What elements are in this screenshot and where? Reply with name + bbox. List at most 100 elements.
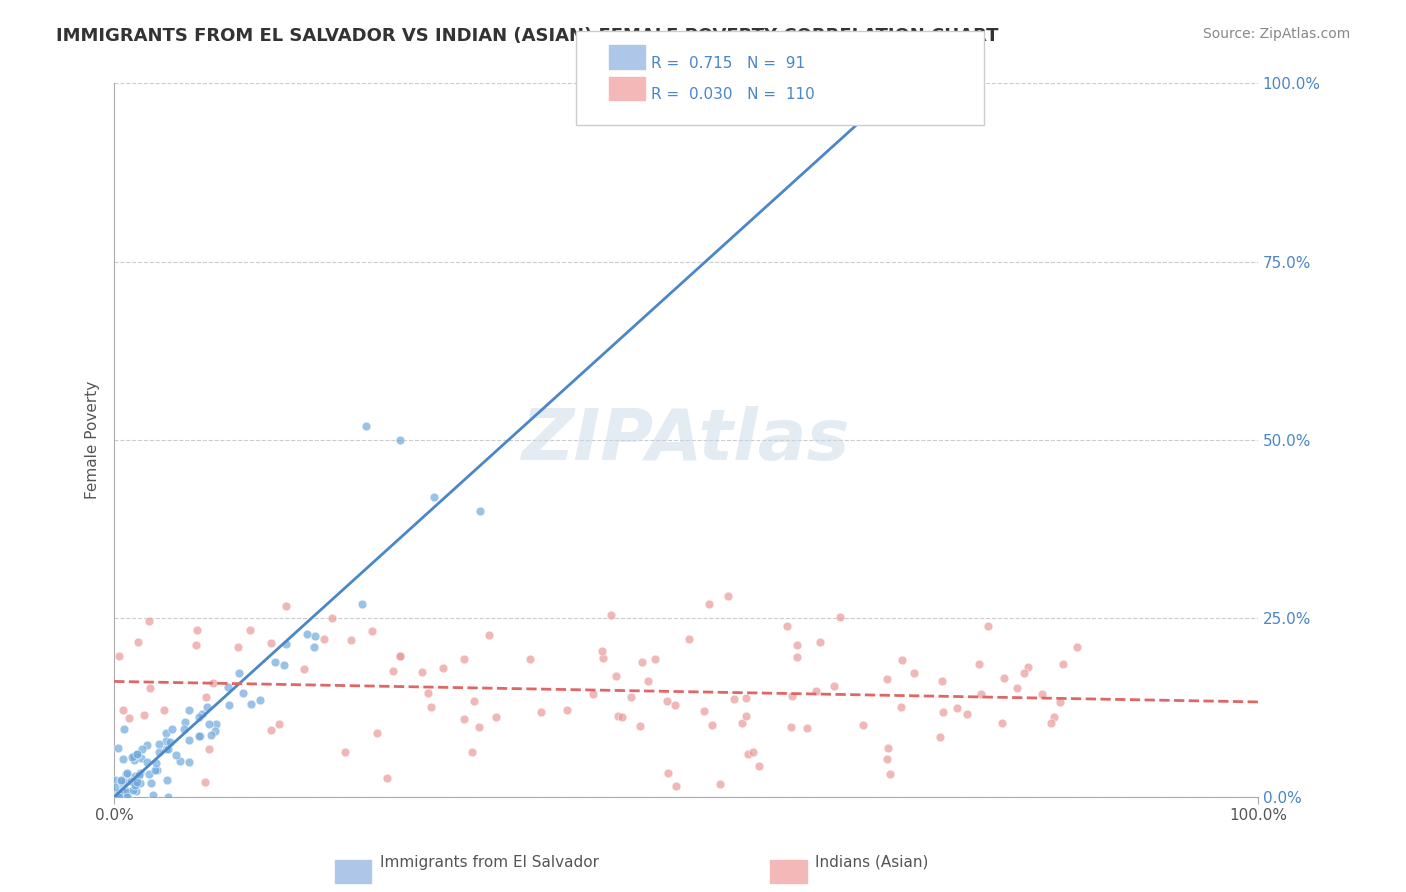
Point [194, 690, 217, 705]
Point [200, 728, 222, 742]
Point [107, 786, 129, 800]
Text: R =  0.030   N =  110: R = 0.030 N = 110 [651, 87, 814, 103]
Point [124, 777, 146, 791]
Point [333, 745, 356, 759]
Point [112, 789, 135, 804]
Point [956, 707, 979, 722]
Point [419, 700, 441, 714]
Point [131, 742, 153, 756]
Point [1012, 666, 1035, 681]
Point [128, 768, 150, 782]
Point [117, 789, 139, 804]
Text: IMMIGRANTS FROM EL SALVADOR VS INDIAN (ASIAN) FEMALE POVERTY CORRELATION CHART: IMMIGRANTS FROM EL SALVADOR VS INDIAN (A… [56, 27, 998, 45]
Point [742, 745, 765, 759]
Point [312, 632, 335, 646]
Point [723, 692, 745, 706]
Point [240, 697, 263, 711]
Point [678, 632, 700, 646]
Point [976, 618, 998, 632]
Point [1031, 687, 1053, 701]
Point [876, 752, 898, 766]
Point [375, 771, 398, 785]
Point [226, 640, 249, 655]
Point [228, 666, 250, 681]
Point [582, 687, 605, 701]
Point [879, 766, 901, 780]
Point [748, 759, 770, 773]
Point [218, 698, 240, 713]
Point [273, 658, 295, 673]
Point [194, 775, 217, 789]
Point [664, 698, 686, 713]
Point [1052, 657, 1074, 671]
Point [173, 723, 195, 737]
Point [267, 716, 290, 731]
Point [127, 635, 149, 649]
Point [354, 418, 377, 433]
Point [932, 705, 955, 719]
Point [155, 725, 177, 739]
Point [122, 783, 145, 797]
Point [124, 778, 146, 792]
Point [366, 726, 388, 740]
Point [114, 767, 136, 781]
Point [165, 747, 187, 762]
Point [876, 741, 898, 756]
Point [129, 751, 152, 765]
Point [928, 730, 950, 744]
Point [321, 611, 343, 625]
Point [1039, 716, 1062, 731]
Point [122, 749, 145, 764]
Point [388, 649, 411, 664]
Point [204, 724, 226, 739]
Point [970, 687, 993, 701]
Point [655, 694, 678, 708]
Point [148, 745, 170, 759]
Point [453, 712, 475, 726]
Point [103, 780, 125, 794]
Point [197, 716, 219, 731]
Point [630, 656, 652, 670]
Point [453, 652, 475, 666]
Point [115, 784, 138, 798]
Point [969, 657, 991, 671]
Point [717, 590, 740, 604]
Point [135, 755, 157, 769]
Point [124, 784, 146, 798]
Point [108, 789, 131, 804]
Y-axis label: Female Poverty: Female Poverty [86, 381, 100, 500]
Point [991, 716, 1014, 731]
Point [260, 723, 283, 737]
Point [779, 720, 801, 734]
Point [555, 703, 578, 717]
Point [876, 673, 898, 687]
Point [591, 644, 613, 658]
Point [110, 772, 132, 787]
Point [600, 607, 623, 622]
Point [418, 686, 440, 700]
Point [692, 704, 714, 718]
Point [304, 628, 326, 642]
Point [1043, 709, 1066, 723]
Point [463, 694, 485, 708]
Point [665, 779, 688, 793]
Point [157, 741, 180, 756]
Point [607, 708, 630, 723]
Point [730, 716, 752, 731]
Point [485, 710, 508, 724]
Point [823, 679, 845, 693]
Point [112, 722, 135, 736]
Point [104, 772, 127, 787]
Point [946, 701, 969, 715]
Text: Indians (Asian): Indians (Asian) [815, 855, 929, 870]
Point [129, 765, 152, 780]
Point [423, 490, 446, 504]
Point [128, 775, 150, 789]
Point [138, 614, 160, 628]
Point [249, 693, 271, 707]
Point [276, 599, 298, 614]
Point [132, 708, 155, 723]
Point [637, 673, 659, 688]
Point [118, 711, 141, 725]
Point [179, 702, 201, 716]
